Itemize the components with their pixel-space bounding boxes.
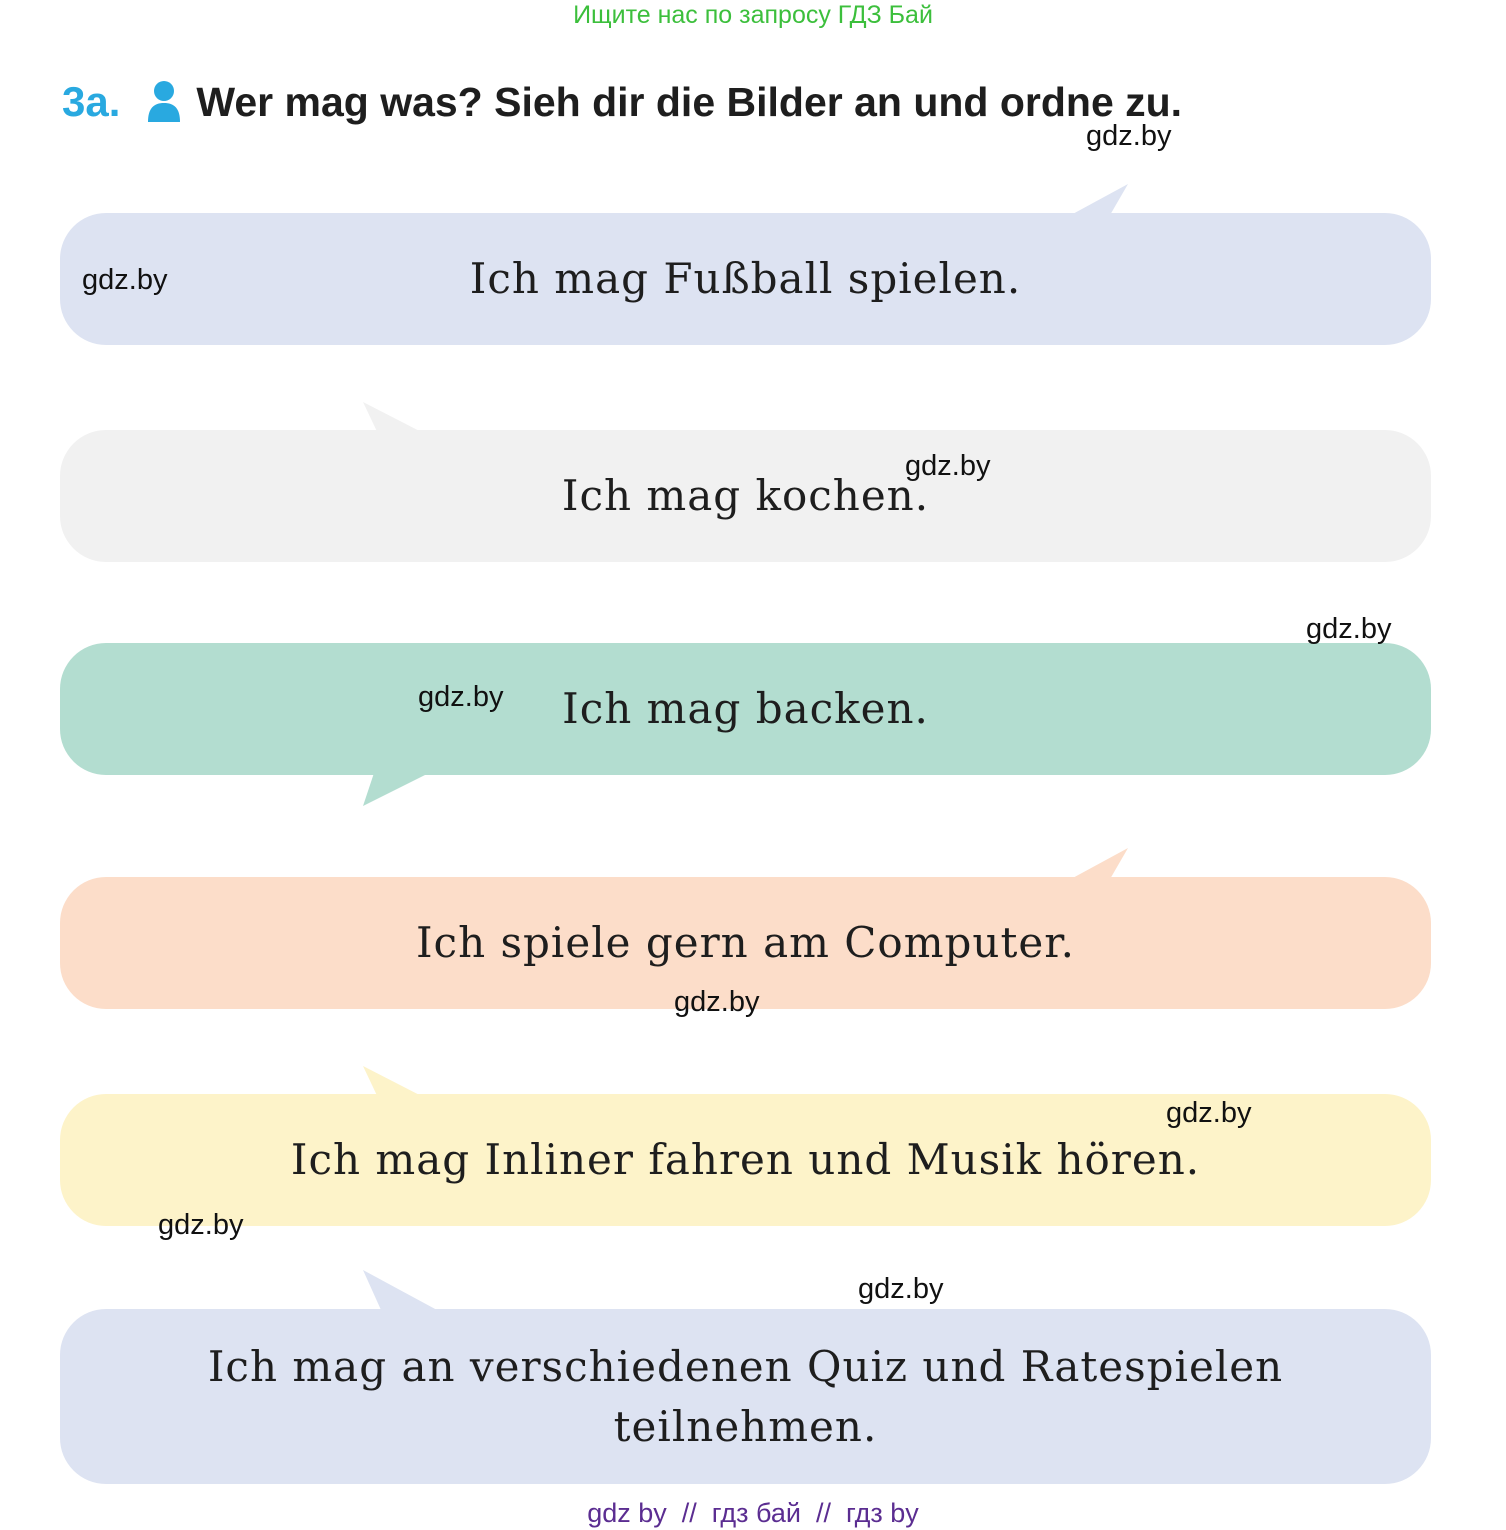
bubble-text-6: Ich mag an verschiedenen Quiz und Ratesp… <box>207 1341 1284 1451</box>
bubble-tail-6 <box>363 1270 437 1310</box>
speech-bubble-5: Ich mag Inliner fahren und Musik hören. <box>60 1094 1431 1226</box>
bubble-text-5: Ich mag Inliner fahren und Musik hören. <box>290 1135 1201 1184</box>
watermark: gdz.by <box>1166 1097 1252 1129</box>
speech-bubble-6: Ich mag an verschiedenen Quiz und Ratesp… <box>60 1309 1431 1484</box>
bubble-text-4: Ich spiele gern am Computer. <box>415 918 1076 967</box>
bubble-tail-4 <box>1058 848 1128 886</box>
person-icon <box>146 80 182 124</box>
watermark: gdz.by <box>82 264 168 296</box>
footer-watermark: gdz by // гдз бай // гдз by <box>587 1498 919 1528</box>
bubble-text-2: Ich mag kochen. <box>561 471 930 520</box>
watermark: gdz.by <box>158 1209 244 1241</box>
bubble-text-3: Ich mag backen. <box>562 684 929 733</box>
task-number: 3a. <box>62 78 121 125</box>
watermark: gdz.by <box>418 681 504 713</box>
watermark: gdz.by <box>1306 613 1392 645</box>
bubble-tail-3 <box>363 770 435 806</box>
watermark: gdz.by <box>674 986 760 1018</box>
search-banner: Ищите нас по запросу ГДЗ Бай <box>573 1 933 29</box>
speech-bubble-1: Ich mag Fußball spielen. <box>60 213 1431 345</box>
speech-bubble-3: Ich mag backen. <box>60 643 1431 775</box>
watermark: gdz.by <box>905 450 991 482</box>
speech-bubble-4: Ich spiele gern am Computer. <box>60 877 1431 1009</box>
watermark: gdz.by <box>858 1273 944 1305</box>
bubble-tail-1 <box>1058 184 1128 222</box>
task-instruction: Wer mag was? Sieh dir die Bilder an und … <box>196 78 1183 125</box>
watermark: gdz.by <box>1086 120 1172 152</box>
task-heading: 3a. Wer mag was? Sieh dir die Bilder an … <box>62 72 1182 132</box>
speech-bubble-2: Ich mag kochen. <box>60 430 1431 562</box>
bubble-text-1: Ich mag Fußball spielen. <box>469 254 1022 303</box>
